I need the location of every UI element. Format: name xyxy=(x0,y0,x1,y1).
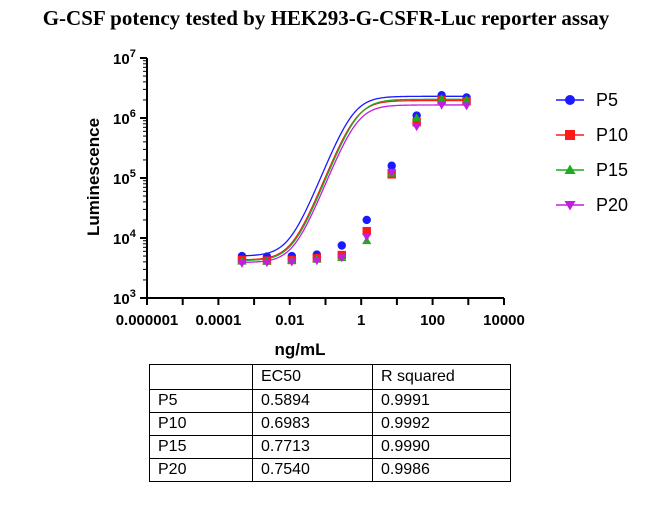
table-row: P5 0.5894 0.9991 xyxy=(149,389,511,413)
table-cell-sample: P20 xyxy=(149,458,253,482)
table-cell-sample: P10 xyxy=(149,412,253,436)
table-cell-r-squared: 0.9992 xyxy=(372,412,511,436)
data-point-p15 xyxy=(412,113,422,122)
axes: 0.000001 0.0001 0.01 1 100 10000 103 104 105 106 1… xyxy=(113,48,525,329)
table-row: P15 0.7713 0.9990 xyxy=(149,435,511,459)
table-cell-sample: P15 xyxy=(149,435,253,459)
x-tick-label: 0.0001 xyxy=(195,312,241,329)
table-header-r-squared: R squared xyxy=(372,364,511,390)
legend: P5 P10 P15 P20 xyxy=(556,90,628,215)
table-header-row: EC50 R squared xyxy=(149,364,511,390)
legend-marker-p10 xyxy=(565,130,575,140)
data-point-p20 xyxy=(362,233,372,242)
x-tick-label: 100 xyxy=(420,312,445,329)
data-point-p5 xyxy=(337,241,346,250)
table-cell-ec50: 0.7713 xyxy=(252,435,373,459)
x-tick-label: 0.01 xyxy=(275,312,304,329)
fit-curve-p20 xyxy=(241,104,467,264)
table-cell-ec50: 0.7540 xyxy=(252,458,373,482)
data-point-p20 xyxy=(461,102,472,111)
data-point-p20 xyxy=(387,168,397,177)
data-point-p20 xyxy=(437,101,447,110)
data-points xyxy=(237,90,472,268)
legend-label-p10: P10 xyxy=(596,125,628,145)
y-tick-label: 103 xyxy=(113,288,136,308)
x-axis-label: ng/mL xyxy=(275,340,326,359)
fit-curve-p15 xyxy=(241,98,467,262)
table-row: P10 0.6983 0.9992 xyxy=(149,412,511,436)
y-axis-label: Luminescence xyxy=(84,118,103,236)
table-row: P20 0.7540 0.9986 xyxy=(149,458,511,482)
data-point-p10 xyxy=(362,226,371,236)
fit-curve-p5 xyxy=(241,95,467,257)
fit-curves xyxy=(241,95,467,264)
data-point-p20 xyxy=(237,259,247,268)
data-point-p20 xyxy=(312,257,322,266)
dose-response-chart: 0.000001 0.0001 0.01 1 100 10000 103 104 105 106 1… xyxy=(84,48,628,359)
table-header-ec50: EC50 xyxy=(252,364,373,390)
table-cell-sample: P5 xyxy=(149,389,253,413)
legend-label-p20: P20 xyxy=(596,195,628,215)
data-point-p10 xyxy=(412,118,421,127)
table-cell-r-squared: 0.9991 xyxy=(372,389,511,413)
y-tick-label: 105 xyxy=(113,168,136,188)
legend-label-p15: P15 xyxy=(596,160,628,180)
ec50-table: EC50 R squared P5 0.5894 0.9991 P10 0.69… xyxy=(149,364,511,482)
y-tick-label: 106 xyxy=(113,108,136,128)
table-cell-ec50: 0.6983 xyxy=(252,412,373,436)
data-point-p20 xyxy=(412,123,422,132)
table-header-cell xyxy=(149,364,253,390)
x-tick-label: 1 xyxy=(357,312,365,329)
chart-title: G-CSF potency tested by HEK293-G-CSFR-Lu… xyxy=(42,6,610,30)
data-point-p15 xyxy=(437,94,447,103)
fit-curve-p10 xyxy=(241,99,467,261)
x-tick-label: 0.000001 xyxy=(116,312,179,329)
y-tick-label: 104 xyxy=(113,228,137,248)
table-cell-ec50: 0.5894 xyxy=(252,389,373,413)
table-cell-r-squared: 0.9990 xyxy=(372,435,511,459)
y-tick-label: 107 xyxy=(113,48,136,68)
x-tick-label: 10000 xyxy=(483,312,525,329)
data-point-p15 xyxy=(461,95,472,104)
legend-marker-p20 xyxy=(564,201,576,211)
data-point-p20 xyxy=(262,259,272,268)
data-point-p20 xyxy=(337,254,347,263)
data-point-p5 xyxy=(362,215,371,225)
table-cell-r-squared: 0.9986 xyxy=(372,458,511,482)
legend-marker-p5 xyxy=(565,95,575,105)
legend-marker-p15 xyxy=(564,164,576,174)
data-point-p20 xyxy=(287,258,297,267)
legend-label-p5: P5 xyxy=(596,90,618,110)
data-point-p5 xyxy=(387,161,396,170)
